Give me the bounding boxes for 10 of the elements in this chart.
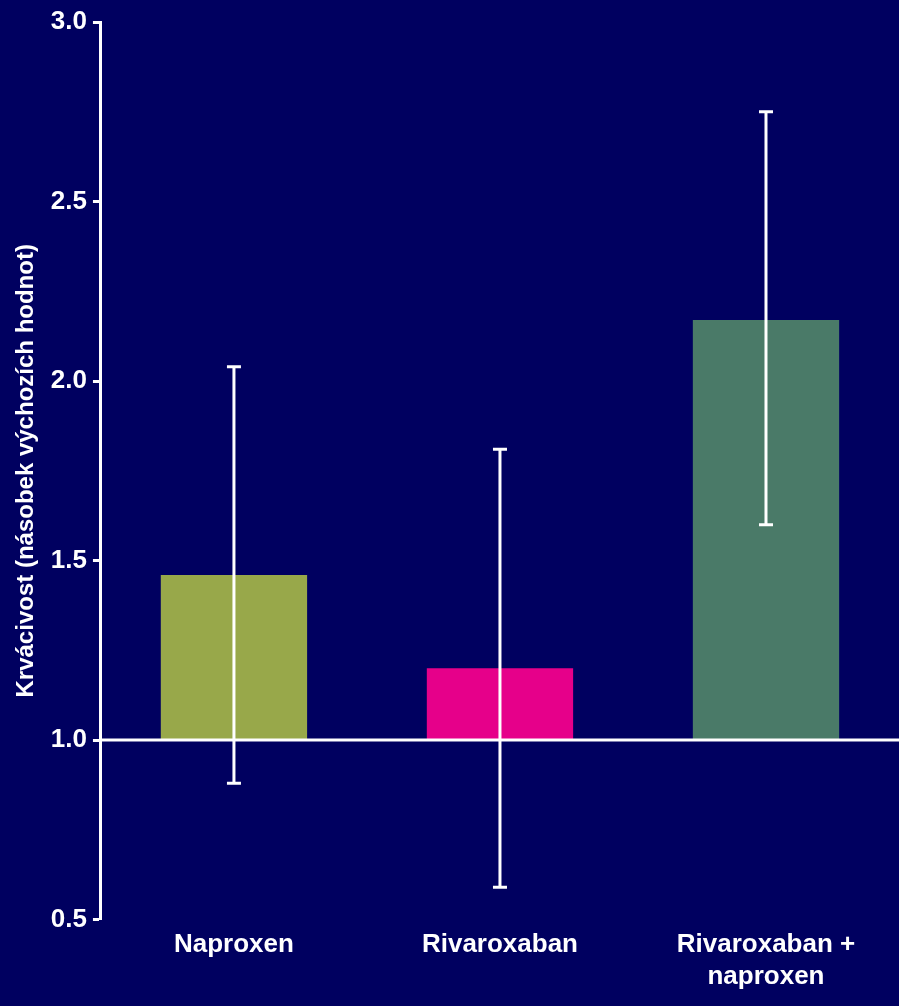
x-tick-label: Rivaroxaban + naproxen — [676, 928, 856, 990]
y-tick-label: 1.0 — [50, 723, 87, 754]
y-tick-label: 0.5 — [50, 902, 87, 933]
x-tick-label: Naproxen — [173, 928, 294, 959]
y-tick-label: 2.5 — [50, 184, 87, 215]
y-axis-title: Krvácivost (násobek výchozích hodnot) — [11, 244, 39, 698]
y-tick-label: 3.0 — [50, 5, 87, 36]
x-tick-label: Rivaroxaban — [421, 928, 579, 959]
y-tick-label: 1.5 — [50, 543, 87, 574]
y-tick-label: 2.0 — [50, 364, 87, 395]
